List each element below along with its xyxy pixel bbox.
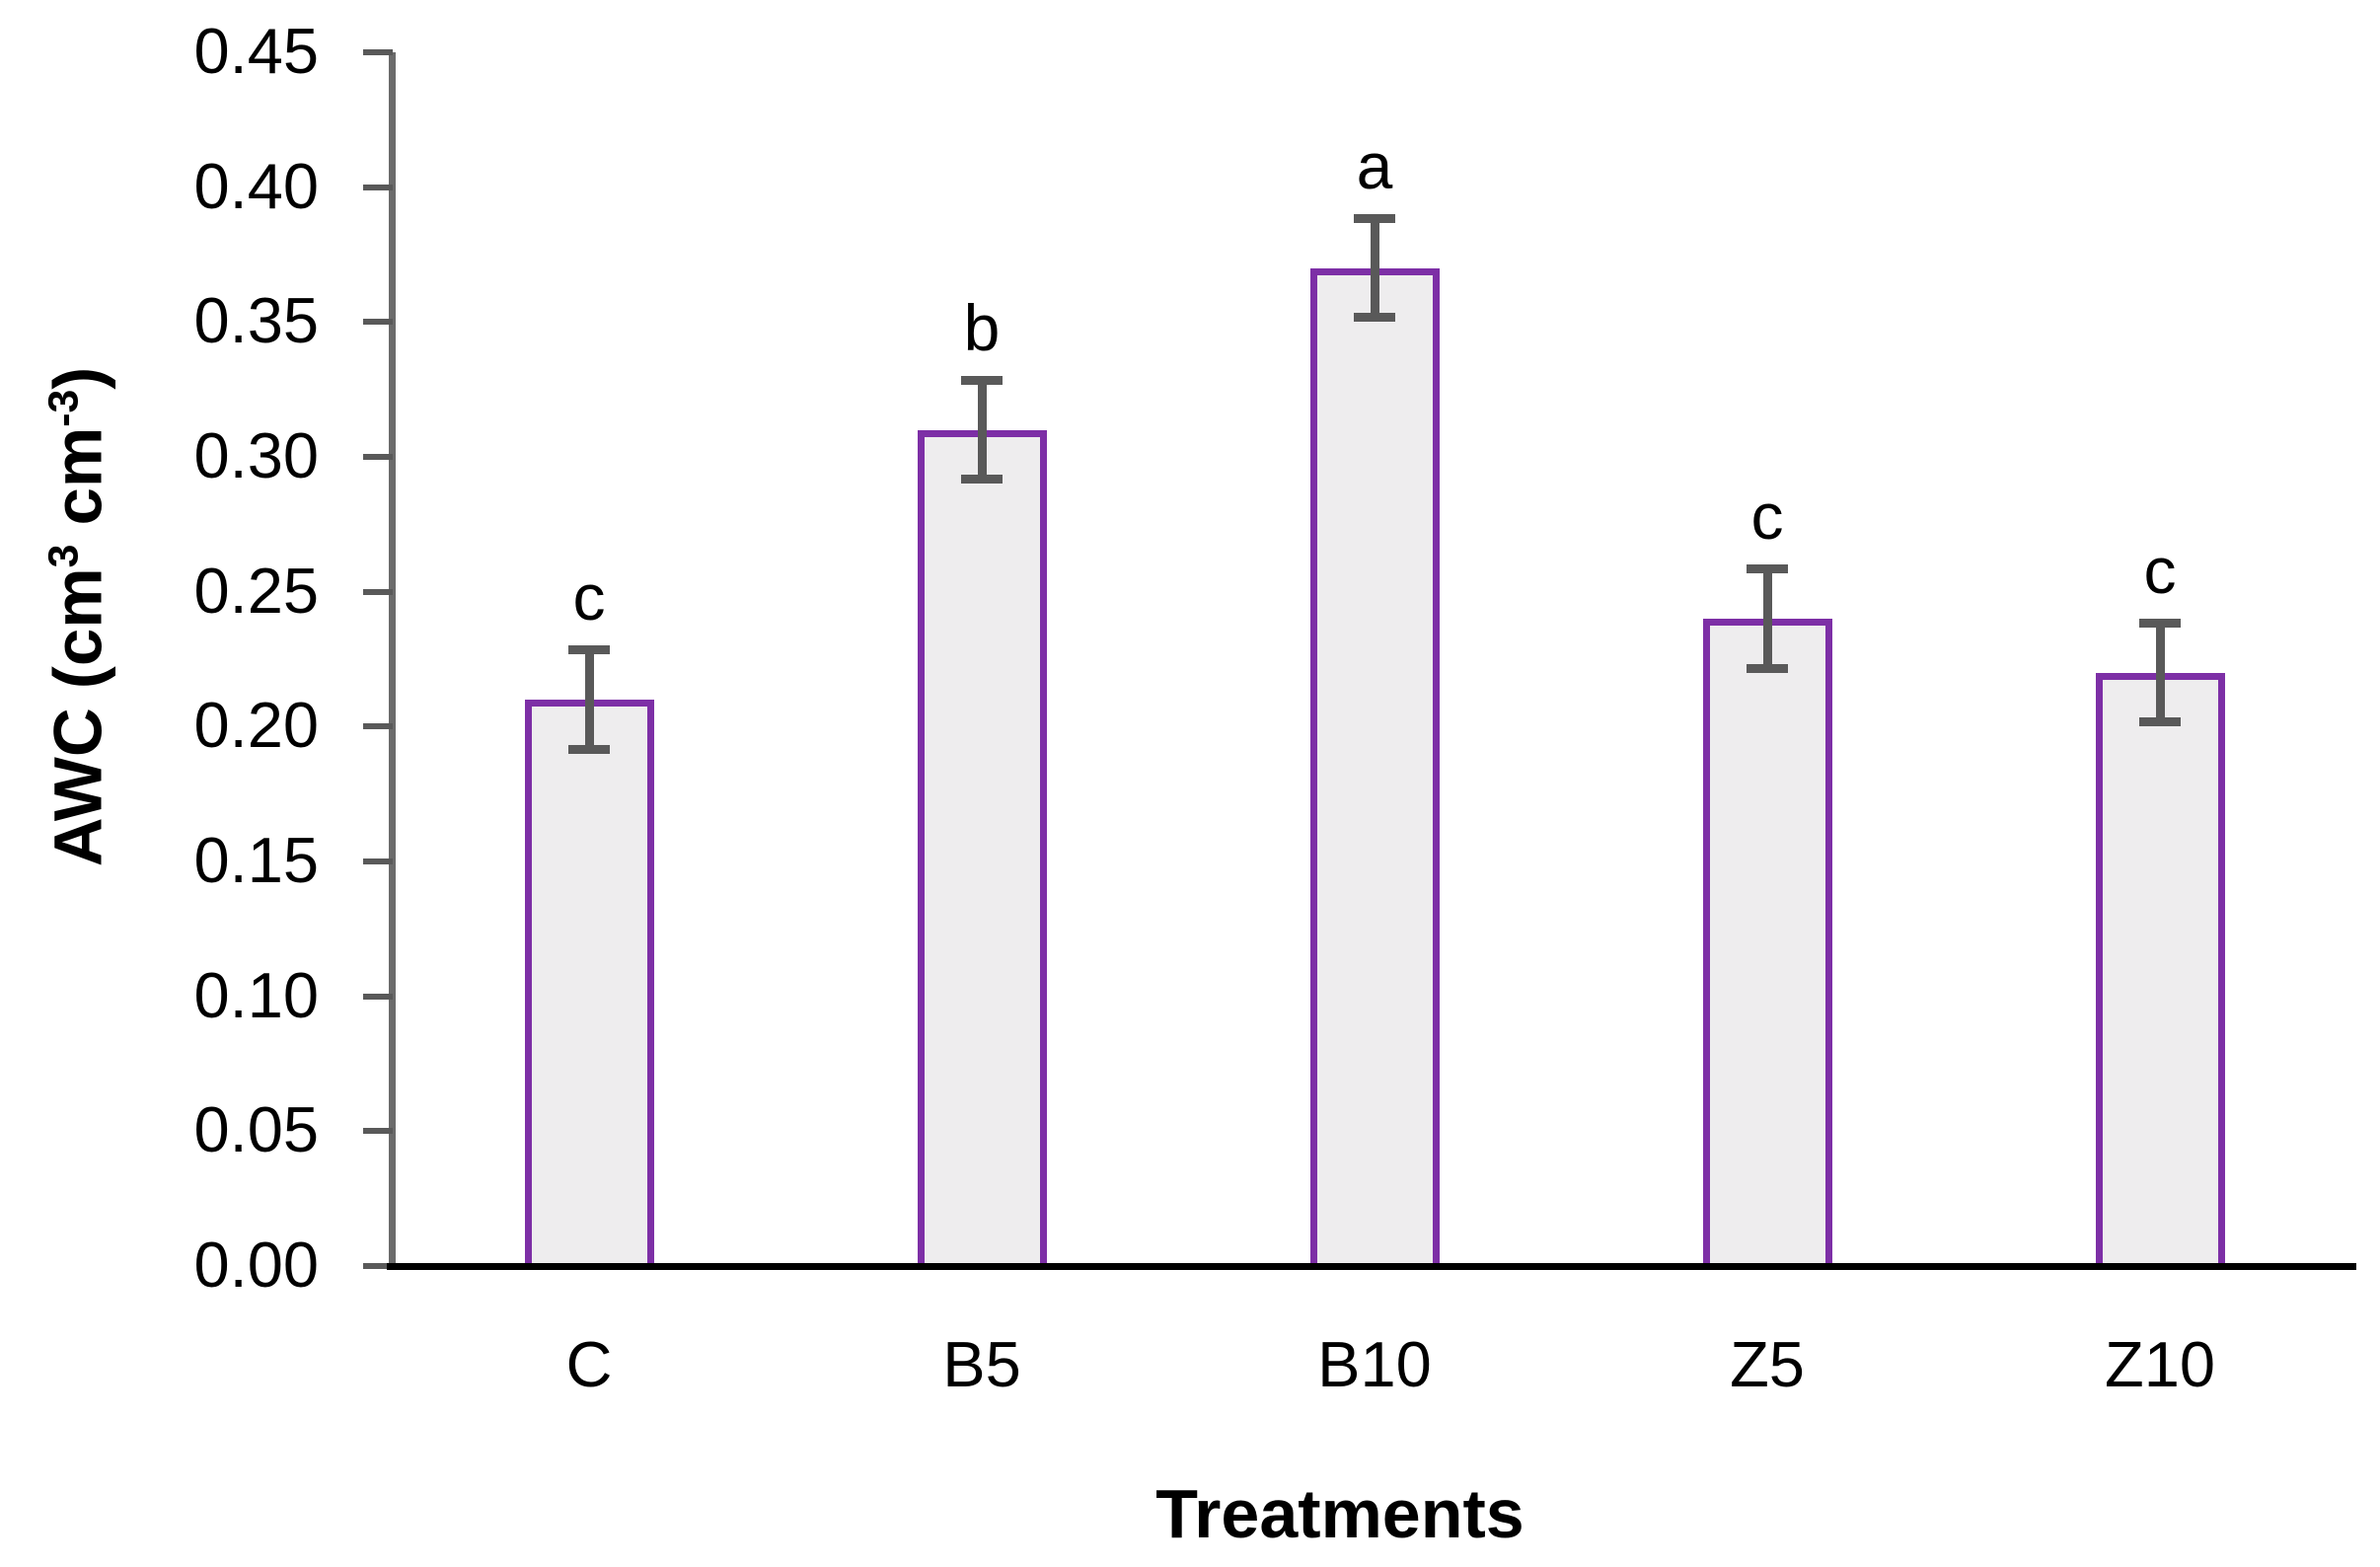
y-tick — [363, 1128, 393, 1135]
y-tick — [363, 723, 393, 730]
error-bar-cap-bottom — [568, 744, 610, 754]
error-bar-line — [977, 376, 987, 485]
y-tick-label: 0.20 — [193, 689, 319, 762]
error-bar-cap-bottom — [1354, 313, 1395, 323]
x-category-label-B5: B5 — [942, 1328, 1021, 1400]
significance-letter-C: c — [572, 560, 606, 634]
error-bar-line — [2155, 619, 2165, 727]
y-axis-line — [389, 52, 396, 1270]
y-tick-label: 0.10 — [193, 958, 319, 1031]
significance-letter-B5: b — [963, 291, 1001, 364]
x-category-label-Z5: Z5 — [1730, 1328, 1805, 1400]
y-axis-title-superscript: -3 — [39, 389, 88, 427]
y-axis-title-text: ) — [39, 366, 116, 390]
error-bar-cap-top — [961, 376, 1003, 385]
significance-letter-B10: a — [1356, 129, 1393, 202]
error-bar-cap-bottom — [2139, 717, 2181, 727]
x-category-label-C: C — [565, 1328, 613, 1400]
error-bar-cap-top — [2139, 619, 2181, 628]
y-tick — [363, 858, 393, 864]
y-tick — [363, 454, 393, 460]
error-bar-cap-top — [1354, 214, 1395, 223]
y-tick — [363, 588, 393, 595]
y-tick-label: 0.40 — [193, 149, 319, 222]
bar-Z5 — [1702, 619, 1832, 1270]
y-tick-label: 0.45 — [193, 15, 319, 88]
error-bar-cap-top — [568, 645, 610, 655]
y-tick-label: 0.15 — [193, 824, 319, 897]
bar-C — [524, 700, 654, 1270]
bar-Z10 — [2095, 672, 2225, 1270]
x-axis-title: Treatments — [1155, 1475, 1525, 1552]
error-bar-cap-bottom — [961, 475, 1003, 485]
error-bar-line — [584, 645, 594, 754]
y-tick — [363, 1263, 393, 1269]
significance-letter-Z10: c — [2143, 534, 2177, 607]
y-tick-label: 0.35 — [193, 284, 319, 357]
y-tick-label: 0.05 — [193, 1093, 319, 1166]
bar-B5 — [917, 429, 1047, 1270]
y-tick-label: 0.30 — [193, 419, 319, 492]
y-tick — [363, 993, 393, 1000]
significance-letter-Z5: c — [1750, 480, 1784, 554]
error-bar-cap-top — [1747, 564, 1788, 574]
x-category-label-Z10: Z10 — [2104, 1328, 2216, 1400]
y-tick — [363, 319, 393, 326]
y-tick — [363, 184, 393, 190]
error-bar-line — [1370, 214, 1379, 323]
error-bar-cap-bottom — [1747, 663, 1788, 673]
bar-B10 — [1309, 267, 1440, 1270]
y-tick-label: 0.00 — [193, 1229, 319, 1302]
x-category-label-B10: B10 — [1317, 1328, 1432, 1400]
error-bar-line — [1762, 564, 1772, 673]
y-axis-title-superscript: 3 — [39, 544, 88, 568]
y-tick-label: 0.25 — [193, 554, 319, 627]
x-axis-baseline — [387, 1263, 2356, 1270]
y-tick — [363, 49, 393, 55]
